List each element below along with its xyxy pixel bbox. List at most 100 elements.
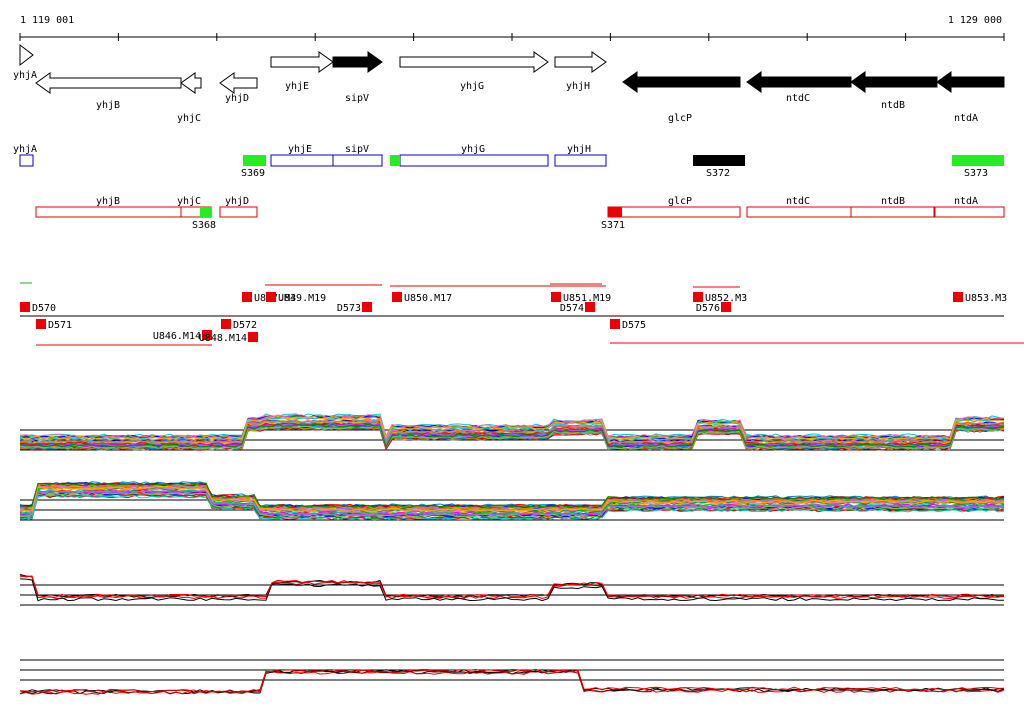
breakpoint-marker [36, 319, 46, 329]
breakpoint-marker [953, 292, 963, 302]
gene-label: yhjG [460, 81, 484, 92]
expression-trace [19, 414, 1005, 439]
breakpoint-label: D575 [622, 320, 646, 331]
expression-trace [19, 491, 1005, 518]
segment [693, 155, 745, 166]
feature-label: yhjG [461, 144, 485, 155]
feature-label: ntdB [881, 196, 905, 207]
breakpoint-label: U852.M3 [705, 293, 747, 304]
breakpoint-marker [266, 292, 276, 302]
expression-trace [19, 415, 1005, 440]
breakpoint-label: U849.M19 [278, 293, 326, 304]
feature-box [19, 154, 34, 167]
breakpoint-label: D570 [32, 303, 56, 314]
gene-arrow [850, 71, 938, 93]
expression-trace [19, 416, 1005, 441]
breakpoint-label: U853.M3 [965, 293, 1007, 304]
breakpoint-marker [202, 330, 212, 340]
expression-trace [19, 575, 1005, 600]
breakpoint-label: D576 [696, 303, 720, 314]
expression-trace [19, 485, 1005, 512]
expression-trace [19, 574, 1004, 598]
segment-label: S368 [192, 220, 216, 231]
expression-trace [19, 486, 1005, 513]
breakpoint-marker [20, 302, 30, 312]
feature-box [934, 206, 1005, 218]
feature-label: yhjA [13, 144, 37, 155]
gene-label: yhjD [225, 93, 249, 104]
segment [952, 155, 1004, 166]
breakpoint-label: D574 [560, 303, 584, 314]
breakpoint-label: U846.M14 [153, 331, 201, 342]
feature-box [607, 206, 741, 218]
gene-arrow [622, 71, 741, 93]
gene-label: ntdB [881, 100, 905, 111]
feature-box [746, 206, 852, 218]
gene-arrow [35, 72, 182, 94]
breakpoint-marker [610, 319, 620, 329]
segment-label: S371 [601, 220, 625, 231]
feature-box [270, 154, 334, 167]
breakpoint-marker [242, 292, 252, 302]
feature-label: yhjB [96, 196, 120, 207]
gene-arrow [746, 71, 852, 93]
breakpoint-label: D571 [48, 320, 72, 331]
breakpoint-marker [721, 302, 731, 312]
expression-trace [19, 669, 1005, 694]
expression-trace [19, 419, 1005, 445]
expression-trace [19, 670, 1005, 695]
expression-trace [19, 494, 1005, 521]
segment-label: S373 [964, 168, 988, 179]
gene-arrow [180, 72, 202, 94]
expression-trace [19, 578, 1004, 602]
segment [390, 155, 400, 166]
feature-box [554, 154, 607, 167]
breakpoint-label: D572 [233, 320, 257, 331]
ruler-end: 1 129 000 [948, 15, 1002, 26]
segment-label: S369 [241, 168, 265, 179]
gene-label: yhjC [177, 113, 201, 124]
feature-label: ntdC [786, 196, 810, 207]
expression-trace [19, 422, 1005, 448]
ruler-start: 1 119 001 [20, 15, 74, 26]
segment [200, 207, 211, 217]
expression-trace [19, 668, 1005, 693]
breakpoint-label: U850.M17 [404, 293, 452, 304]
gene-arrow [554, 51, 607, 73]
gene-label: yhjE [285, 81, 309, 92]
gene-arrow [219, 72, 258, 94]
expression-trace [19, 494, 1005, 521]
gene-label: ntdA [954, 113, 978, 124]
expression-trace [19, 482, 1005, 509]
breakpoint-marker [221, 319, 231, 329]
expression-trace [19, 490, 1005, 517]
expression-trace [19, 574, 1005, 598]
segment [243, 155, 266, 166]
gene-label: ntdC [786, 93, 810, 104]
feature-box [332, 154, 383, 167]
breakpoint-label: D573 [337, 303, 361, 314]
breakpoint-marker [551, 292, 561, 302]
feature-label: glcP [668, 196, 692, 207]
breakpoint-marker [248, 332, 258, 342]
gene-label: yhjH [566, 81, 590, 92]
gene-label: yhjB [96, 100, 120, 111]
breakpoint-marker [362, 302, 372, 312]
expression-trace [19, 482, 1005, 509]
gene-arrow [19, 43, 34, 67]
feature-box [850, 206, 935, 218]
segment-label: S372 [706, 168, 730, 179]
gene-arrow [270, 51, 334, 73]
feature-label: sipV [345, 144, 369, 155]
gene-arrow [936, 71, 1005, 93]
breakpoint-marker [392, 292, 402, 302]
gene-label: glcP [668, 113, 692, 124]
breakpoint-label: U848.M14 [199, 333, 247, 344]
breakpoint-marker [693, 292, 703, 302]
feature-label: yhjC [177, 196, 201, 207]
feature-box [219, 206, 258, 218]
feature-label: yhjE [288, 144, 312, 155]
breakpoint-label: U851.M19 [563, 293, 611, 304]
expression-trace [19, 423, 1005, 449]
